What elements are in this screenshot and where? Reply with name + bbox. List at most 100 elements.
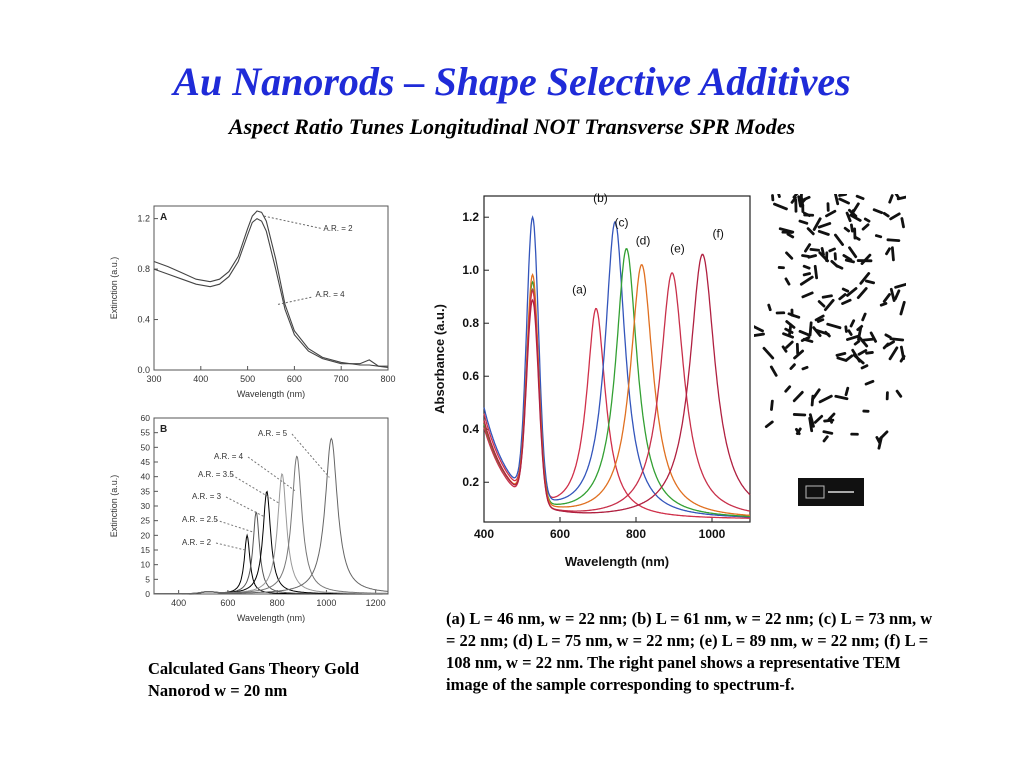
tem-rod bbox=[838, 293, 847, 301]
tem-rod bbox=[833, 194, 840, 206]
tem-rod bbox=[809, 247, 820, 252]
tem-rod bbox=[814, 314, 825, 322]
tem-rod bbox=[845, 211, 852, 223]
tem-rod bbox=[813, 414, 824, 424]
tem-rod bbox=[852, 353, 865, 365]
tem-rod bbox=[888, 194, 894, 204]
y-tick-label: 0.2 bbox=[462, 475, 479, 489]
tem-rod bbox=[847, 329, 853, 336]
tem-scale-marker bbox=[805, 485, 825, 499]
chart-a-svg: 300 400 500 600 700 800 0.0 0.4 0.8 1.2 Wavelength… bbox=[109, 205, 396, 399]
tem-rod bbox=[862, 409, 870, 413]
annotation-label: A.R. = 2 bbox=[323, 224, 353, 233]
tem-rod bbox=[879, 302, 888, 307]
tem-rod bbox=[781, 230, 794, 234]
tem-rod bbox=[894, 282, 906, 289]
tem-rod bbox=[822, 430, 834, 435]
tem-rod bbox=[848, 246, 858, 259]
tem-rod bbox=[793, 349, 805, 360]
tem-rod bbox=[889, 337, 905, 342]
tem-rod bbox=[799, 275, 814, 286]
tem-rod bbox=[835, 351, 847, 357]
x-tick-label: 400 bbox=[171, 598, 186, 608]
x-tick-label: 700 bbox=[334, 374, 349, 384]
tem-rod bbox=[889, 287, 896, 302]
tem-rod bbox=[885, 247, 891, 256]
panel-label: A bbox=[160, 212, 167, 223]
series-line bbox=[154, 511, 388, 595]
tem-rod bbox=[826, 202, 830, 212]
tem-rod bbox=[821, 294, 833, 299]
x-tick-label: 800 bbox=[270, 598, 285, 608]
tem-rod bbox=[869, 331, 878, 343]
annotation-leader bbox=[247, 456, 296, 492]
tem-rod bbox=[833, 252, 837, 261]
y-tick-label: 0.8 bbox=[462, 316, 479, 330]
annotation-leader bbox=[291, 433, 330, 478]
y-tick-label: 45 bbox=[141, 457, 151, 467]
tem-micrograph-image bbox=[754, 194, 906, 512]
tem-rod bbox=[789, 363, 796, 370]
tem-rod bbox=[861, 223, 870, 231]
annotation-label: A.R. = 2.5 bbox=[182, 515, 218, 524]
tem-rod bbox=[860, 253, 872, 265]
chart-panel-a: 300 400 500 600 700 800 0.0 0.4 0.8 1.2 Wavelength… bbox=[104, 196, 404, 408]
series-label: (b) bbox=[593, 191, 608, 205]
chart-c-svg: 400 600 800 1000 0.2 0.4 0.6 0.8 1.0 1.2 Wavelengt… bbox=[432, 188, 752, 569]
tem-rod bbox=[801, 365, 809, 371]
tem-rod bbox=[860, 364, 869, 370]
tem-rod bbox=[813, 264, 819, 280]
x-tick-label: 600 bbox=[287, 374, 302, 384]
tem-rod bbox=[838, 197, 850, 205]
slide-title: Au Nanorods – Shape Selective Additives bbox=[173, 59, 851, 104]
x-tick-label: 1000 bbox=[316, 598, 336, 608]
y-axis-label: Extinction (a.u.) bbox=[109, 475, 119, 538]
tem-rod bbox=[808, 416, 814, 433]
tem-rod bbox=[787, 323, 793, 337]
tem-rod bbox=[807, 254, 818, 259]
tem-rod bbox=[835, 264, 844, 270]
y-axis-label: Absorbance (a.u.) bbox=[432, 304, 447, 414]
tem-rods bbox=[754, 194, 906, 450]
tem-rod bbox=[776, 194, 781, 199]
series-label: (d) bbox=[636, 233, 651, 247]
y-tick-label: 1.2 bbox=[137, 214, 150, 224]
tem-rod bbox=[826, 322, 842, 330]
tem-rod bbox=[817, 229, 830, 236]
tem-rod bbox=[820, 247, 825, 256]
tem-rod bbox=[811, 388, 821, 401]
tem-rod bbox=[802, 272, 812, 277]
tem-rod bbox=[844, 386, 850, 397]
tem-rod bbox=[771, 194, 775, 202]
y-tick-label: 1.0 bbox=[462, 263, 479, 277]
tem-rod bbox=[818, 251, 830, 263]
tem-rod bbox=[795, 342, 800, 355]
y-tick-label: 55 bbox=[141, 428, 151, 438]
tem-rod bbox=[818, 394, 833, 404]
tem-rod bbox=[882, 211, 890, 218]
tem-rod bbox=[792, 194, 801, 199]
tem-rod bbox=[844, 258, 855, 264]
tem-rod bbox=[812, 217, 822, 231]
tem-rod bbox=[794, 198, 798, 213]
tem-rod bbox=[777, 266, 785, 270]
tem-rod bbox=[792, 390, 804, 403]
x-tick-label: 400 bbox=[193, 374, 208, 384]
tem-rod bbox=[841, 298, 852, 305]
tem-rod bbox=[889, 212, 901, 221]
x-tick-label: 300 bbox=[146, 374, 161, 384]
tem-rod bbox=[893, 194, 900, 199]
tem-rod bbox=[762, 346, 775, 360]
tem-rod bbox=[855, 194, 865, 201]
tem-rod bbox=[808, 321, 813, 337]
tem-rod bbox=[900, 217, 905, 229]
caption-theory: Calculated Gans Theory Gold Nanorod w = … bbox=[148, 659, 360, 700]
tem-rod bbox=[865, 351, 874, 355]
tem-rod bbox=[773, 202, 788, 211]
tem-rod bbox=[815, 328, 830, 336]
annotation-leader bbox=[231, 474, 281, 505]
chart-panel-experimental: 400 600 800 1000 0.2 0.4 0.6 0.8 1.0 1.2 Wavelengt… bbox=[428, 188, 754, 580]
tem-rod bbox=[856, 287, 868, 300]
tem-rod bbox=[860, 337, 875, 342]
annotation-label: A.R. = 4 bbox=[214, 452, 244, 461]
